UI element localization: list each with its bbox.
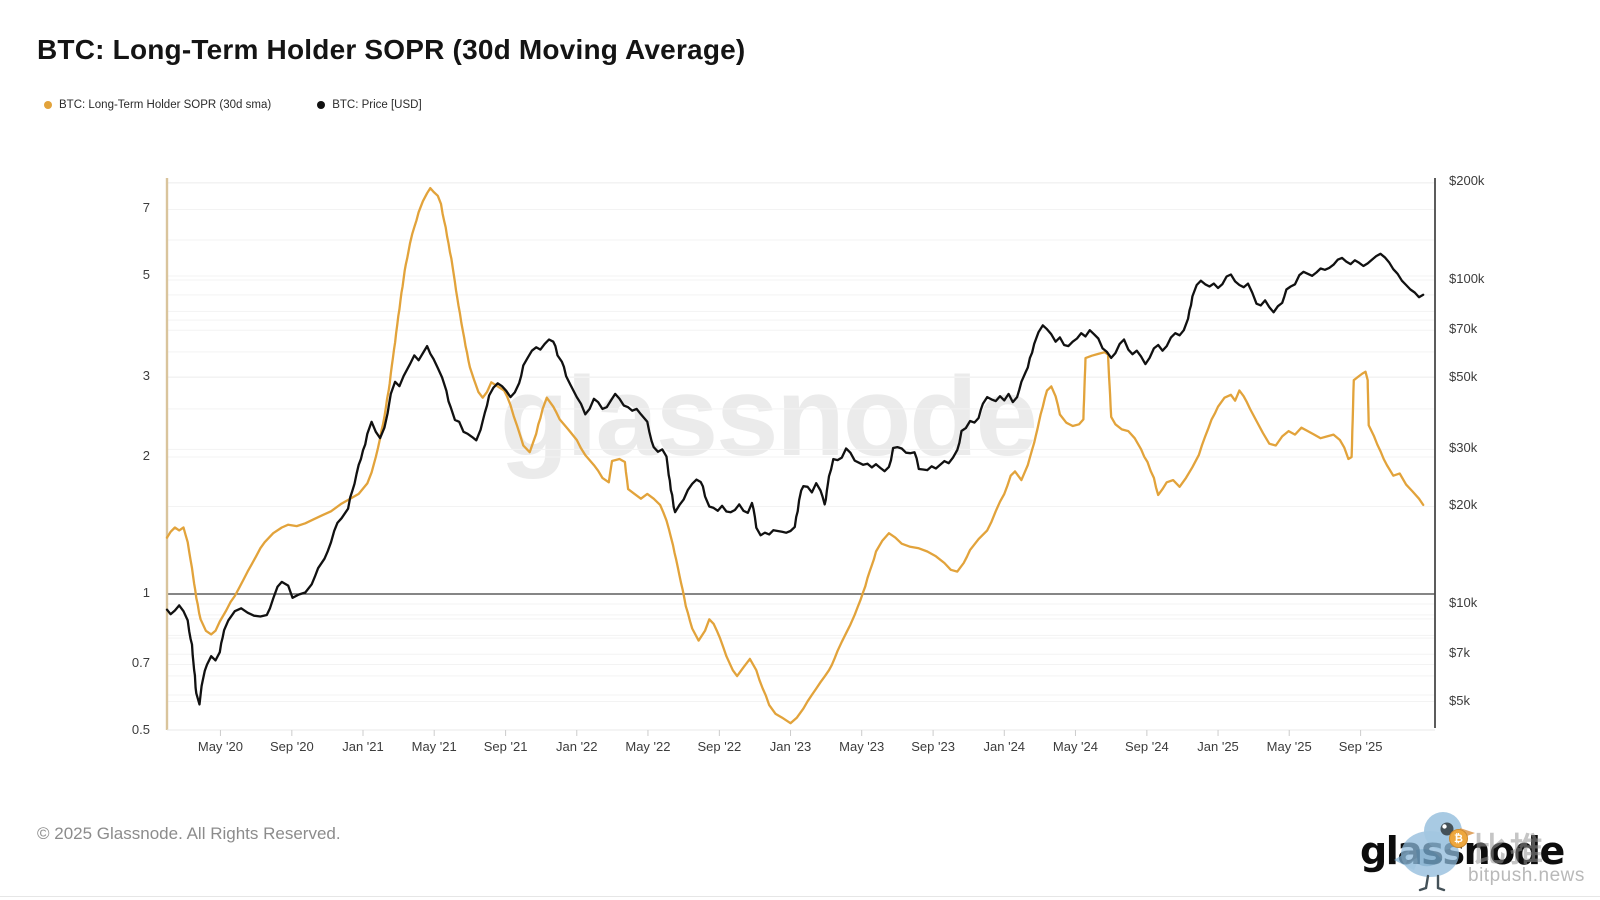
x-axis-tick-label: Sep '23	[911, 739, 955, 754]
y-axis-left-tick-label: 7	[142, 200, 150, 216]
x-axis-tick-label: Jan '23	[769, 739, 812, 754]
y-axis-left-tick-label: 1	[142, 585, 150, 600]
sopr-line-series	[165, 186, 1425, 725]
legend-item-sopr[interactable]: BTC: Long-Term Holder SOPR (30d sma)	[44, 99, 271, 111]
price-line-series	[165, 252, 1425, 706]
bitpush-site-watermark: bitpush.news	[1468, 865, 1585, 886]
page-bottom-divider	[0, 896, 1600, 897]
x-axis-tick-label: Jan '22	[556, 739, 598, 754]
x-axis-tick-label: May '20	[197, 739, 243, 754]
y-axis-left-tick-label: 2	[142, 448, 150, 464]
y-axis-right-tick-label: $7k	[1449, 645, 1470, 661]
bitpush-cjk-watermark: 比推	[1473, 830, 1547, 869]
price-legend-dot-icon	[317, 101, 326, 109]
y-axis-right-tick-label: $30k	[1449, 440, 1478, 456]
x-axis-tick-label: Jan '24	[983, 739, 1026, 754]
legend: BTC: Long-Term Holder SOPR (30d sma) BTC…	[44, 99, 422, 111]
price-legend-label: BTC: Price [USD]	[332, 99, 422, 111]
sopr-legend-label: BTC: Long-Term Holder SOPR (30d sma)	[59, 99, 272, 111]
y-axis-right-tick-label: $100k	[1449, 271, 1485, 286]
y-axis-left-tick-label: 3	[142, 367, 150, 383]
glassnode-center-watermark: glassnode	[500, 354, 1038, 479]
copyright-text: © 2025 Glassnode. All Rights Reserved.	[37, 824, 341, 843]
x-axis-tick-label: May '24	[1052, 739, 1099, 754]
x-axis-tick-label: Sep '22	[697, 739, 742, 754]
x-axis-tick-label: Jan '21	[342, 739, 384, 754]
y-axis-right-tick-label: $20k	[1449, 497, 1478, 513]
x-axis-tick-label: May '22	[625, 739, 671, 754]
sopr-legend-dot-icon	[44, 101, 52, 109]
x-axis-tick-label: Sep '20	[269, 739, 314, 754]
y-axis-right-tick-label: $10k	[1449, 595, 1478, 610]
bitpush-watermark: glassnode ₿ 比推 bitpush.news	[1355, 795, 1600, 895]
x-axis-tick-label: May '25	[1266, 739, 1312, 754]
y-axis-left-tick-label: 0.7	[131, 655, 150, 671]
x-axis-tick-label: May '21	[411, 739, 457, 754]
y-axis-left-tick-label: 5	[142, 266, 150, 282]
y-axis-right-tick-label: $50k	[1449, 368, 1478, 384]
y-axis-right-tick-label: $70k	[1449, 321, 1478, 337]
page-title: BTC: Long-Term Holder SOPR (30d Moving A…	[37, 34, 746, 65]
x-axis-tick-label: Sep '25	[1338, 739, 1383, 754]
y-axis-right-tick-label: $200k	[1449, 173, 1485, 189]
x-axis-tick-label: Jan '25	[1197, 739, 1239, 754]
x-axis-tick-label: Sep '24	[1125, 739, 1169, 754]
legend-item-price[interactable]: BTC: Price [USD]	[317, 99, 422, 111]
y-axis-left-tick-label: 0.5	[131, 721, 150, 737]
x-axis-tick-label: May '23	[839, 739, 885, 754]
y-axis-right-tick-label: $5k	[1449, 692, 1470, 708]
x-axis-tick-label: Sep '21	[483, 739, 528, 754]
bitcoin-coin-icon: ₿	[1449, 829, 1468, 848]
